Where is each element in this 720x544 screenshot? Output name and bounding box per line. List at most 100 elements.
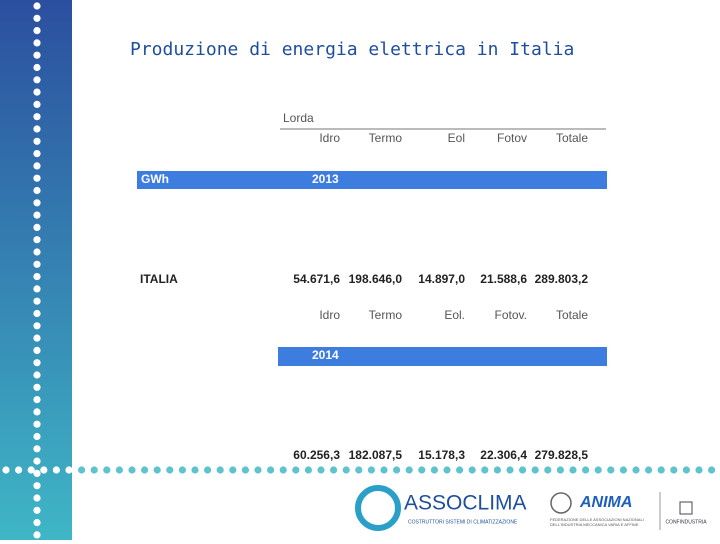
dot xyxy=(33,494,41,502)
dot xyxy=(468,466,476,474)
dot xyxy=(33,383,41,391)
column-header: Eol. xyxy=(444,308,465,322)
dot xyxy=(33,396,41,404)
column-header: Eol xyxy=(448,131,465,145)
footer-logos: ASSOCLIMA COSTRUTTORI SISTEMI DI CLIMATI… xyxy=(355,485,707,531)
dot xyxy=(33,14,41,22)
dot xyxy=(27,466,35,474)
dot xyxy=(33,248,41,256)
dot xyxy=(33,469,41,477)
cell-value: 289.803,2 xyxy=(535,272,589,286)
dot xyxy=(204,466,212,474)
dot xyxy=(33,39,41,47)
dot xyxy=(115,466,123,474)
dot xyxy=(405,466,413,474)
dot xyxy=(594,466,602,474)
logo-mark xyxy=(355,485,401,531)
dot xyxy=(430,466,438,474)
dot xyxy=(556,466,565,474)
dot xyxy=(241,466,249,474)
dot xyxy=(178,466,186,474)
column-header: Idro xyxy=(319,131,340,145)
dot xyxy=(33,309,41,318)
dot xyxy=(33,457,41,465)
cell-value: 54.671,6 xyxy=(293,272,340,286)
dot xyxy=(456,466,464,474)
dot xyxy=(33,174,41,182)
dot xyxy=(90,466,98,474)
dot xyxy=(33,162,41,170)
dot xyxy=(695,466,703,474)
dot xyxy=(103,466,111,474)
dot xyxy=(418,466,426,474)
logo-tagline: FEDERAZIONE DELLE ASSOCIAZIONI NAZIONALI… xyxy=(550,517,644,527)
dot xyxy=(33,223,41,231)
dot xyxy=(216,466,224,474)
dot xyxy=(33,63,41,72)
cell-value: 15.178,3 xyxy=(418,448,465,462)
cell-value: 22.306,4 xyxy=(480,448,527,462)
column-header: Fotov xyxy=(497,131,527,145)
dot xyxy=(33,100,41,108)
dot xyxy=(78,466,86,474)
dot xyxy=(670,466,678,474)
cell-value: 198.646,0 xyxy=(349,272,403,286)
dot xyxy=(33,113,41,121)
dot xyxy=(33,27,41,35)
dot xyxy=(330,466,338,474)
dot xyxy=(33,531,41,539)
dot xyxy=(40,466,48,474)
column-header: Totale xyxy=(556,131,588,145)
dot xyxy=(582,466,590,474)
dot xyxy=(632,466,640,474)
dot xyxy=(33,445,41,453)
dot xyxy=(52,466,61,474)
logo-tagline: COSTRUTTORI SISTEMI DI CLIMATIZZAZIONE xyxy=(408,519,518,525)
dot xyxy=(619,466,628,474)
dot xyxy=(493,466,501,474)
dot xyxy=(254,466,262,474)
table-cells: Idro Termo Eol Fotov Totale 54.671,6 198.646,0… xyxy=(293,131,588,462)
column-header: Idro xyxy=(319,308,340,322)
dot xyxy=(141,466,149,474)
dot xyxy=(65,466,73,474)
year-label: 2013 xyxy=(312,172,339,186)
dot xyxy=(317,466,325,474)
dot xyxy=(33,150,41,158)
dot xyxy=(531,466,539,474)
logo-name: ASSOCLIMA xyxy=(404,492,527,515)
dot xyxy=(506,466,514,474)
dot xyxy=(279,466,287,474)
year-bar xyxy=(278,347,607,366)
dot xyxy=(33,334,41,342)
dot xyxy=(33,88,41,96)
dot xyxy=(33,2,41,10)
dot xyxy=(682,466,691,474)
logo-tagline-box: FEDERAZIONE DELLE ASSOCIAZIONI NAZIONALI… xyxy=(550,517,644,527)
dot xyxy=(33,420,41,428)
year-label: 2014 xyxy=(312,348,339,362)
cell-value: 14.897,0 xyxy=(418,272,465,286)
dot xyxy=(519,466,527,474)
logo-name: CONFINDUSTRIA xyxy=(665,519,707,525)
dot xyxy=(33,506,41,514)
dot xyxy=(33,236,41,244)
logo-mark xyxy=(550,492,572,514)
dot xyxy=(33,408,41,416)
dot xyxy=(191,466,199,474)
dot xyxy=(33,273,41,281)
dot xyxy=(380,466,388,474)
dot xyxy=(33,76,41,84)
dot xyxy=(2,466,10,474)
dot xyxy=(292,466,300,474)
dot xyxy=(33,359,41,367)
dot xyxy=(33,432,41,441)
dot xyxy=(544,466,552,474)
dot xyxy=(33,297,41,305)
logo-name: ANIMA xyxy=(579,494,632,511)
column-header: Termo xyxy=(369,308,403,322)
dot xyxy=(33,346,41,354)
logo-mark xyxy=(679,501,693,515)
cell-value: 182.087,5 xyxy=(349,448,403,462)
